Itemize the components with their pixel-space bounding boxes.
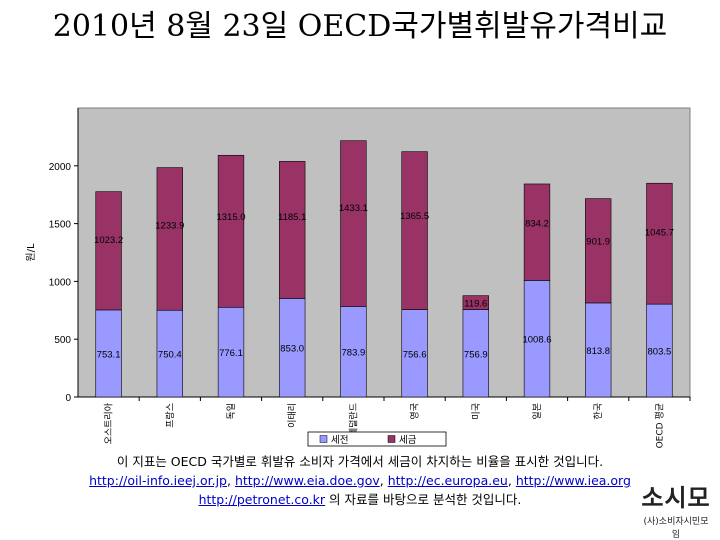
source-link-eia[interactable]: http://www.eia.doe.gov: [234, 473, 380, 488]
bar-pretax: [156, 309, 183, 398]
data-label-tax: 1315.0: [216, 212, 245, 223]
data-label-tax: 1185.1: [278, 212, 306, 223]
bar-tax: [95, 191, 122, 311]
data-label-tax: 834.2: [525, 219, 549, 230]
data-label-tax: 1023.2: [94, 235, 123, 246]
source-link-iea[interactable]: http://www.iea.org: [515, 473, 631, 488]
x-tick-label: 독일: [226, 403, 237, 420]
bar-tax: [646, 182, 673, 305]
x-tick-label: OECD 평균: [654, 403, 665, 448]
x-tick-label: 영국: [410, 403, 421, 420]
y-tick-label: 1000: [49, 277, 72, 288]
x-tick-label: 이태리: [287, 403, 298, 428]
source-link-ieej[interactable]: http://oil-info.ieej.or.jp: [89, 473, 227, 488]
y-tick-label: 500: [54, 335, 71, 346]
x-tick-label: 한국: [593, 403, 604, 420]
x-tick-label: 미국: [471, 403, 482, 420]
caption: 이 지표는 OECD 국가별로 휘발유 소비자 가격에서 세금이 차지하는 비율…: [40, 452, 680, 509]
bar-pretax: [401, 309, 428, 398]
bar-tax: [462, 295, 489, 310]
caption-tail: 의 자료를 바탕으로 분석한 것입니다.: [325, 492, 522, 507]
x-tick-label: 일본: [532, 403, 543, 420]
bar-tax: [401, 151, 428, 310]
data-label-pretax: 813.8: [586, 346, 610, 357]
stacked-bar-chart: 0 500 1000 1500 2000 원/L 753.1 1023.2 오스트리아 750.4…: [25, 107, 691, 448]
logo-mark: 소시모: [641, 484, 711, 512]
link-separator: ,: [227, 473, 235, 488]
caption-line3: http://petronet.co.kr 의 자료를 바탕으로 분석한 것입니…: [40, 490, 680, 509]
bar-tax: [279, 161, 306, 299]
data-label-pretax: 750.4: [158, 350, 182, 361]
bar-tax: [340, 140, 367, 307]
legend-swatch: [387, 435, 396, 443]
data-label-tax: 1233.9: [155, 221, 184, 232]
data-label-tax: 1433.1: [339, 203, 368, 214]
y-axis-label: 원/L: [25, 243, 37, 262]
bar-pretax: [646, 303, 673, 398]
y-tick-label: 2000: [49, 162, 72, 173]
y-tick-label: 1500: [49, 220, 72, 231]
source-link-petronet[interactable]: http://petronet.co.kr: [198, 492, 326, 507]
x-tick-label: 오스트리아: [104, 402, 115, 444]
data-label-pretax: 783.9: [342, 348, 366, 359]
legend-label: 세전: [331, 435, 348, 446]
bar-tax: [523, 183, 551, 281]
legend: [307, 431, 447, 447]
data-label-pretax: 1008.6: [522, 335, 551, 346]
consumer-org-logo: 소시모 (사)소비자시민모임: [640, 478, 712, 540]
bar-tax: [156, 167, 183, 311]
x-tick-label: 네덜란드: [347, 403, 359, 436]
bar-tax: [217, 154, 245, 308]
bar-pretax: [523, 280, 551, 398]
bar-pretax: [462, 309, 489, 398]
data-label-pretax: 853.0: [280, 344, 304, 355]
data-label-pretax: 756.9: [464, 349, 488, 360]
source-link-europa[interactable]: http://ec.europa.eu: [387, 473, 508, 488]
bar-pretax: [279, 298, 306, 398]
data-label-pretax: 756.6: [403, 349, 427, 360]
data-label-pretax: 803.5: [648, 347, 672, 358]
data-label-tax: 119.6: [464, 299, 487, 310]
x-tick-label: 프랑스: [164, 403, 176, 428]
data-label-pretax: 753.1: [97, 349, 121, 360]
data-label-pretax: 776.1: [219, 348, 243, 359]
bar-pretax: [95, 309, 122, 398]
data-label-tax: 1045.7: [645, 228, 674, 239]
bar-pretax: [585, 302, 612, 398]
data-label-tax: 901.9: [586, 236, 610, 247]
caption-links-line: http://oil-info.ieej.or.jp, http://www.e…: [40, 471, 680, 490]
link-separator: ,: [379, 473, 388, 488]
y-tick-label: 0: [65, 393, 71, 404]
logo-subtitle: (사)소비자시민모임: [643, 517, 709, 540]
caption-line1: 이 지표는 OECD 국가별로 휘발유 소비자 가격에서 세금이 차지하는 비율…: [116, 454, 604, 469]
data-label-tax: 1365.5: [400, 211, 429, 222]
page-title: 2010년 8월 23일 OECD국가별휘발유가격비교: [52, 10, 668, 44]
legend-swatch: [319, 435, 328, 443]
link-separator: ,: [507, 473, 516, 488]
legend-label: 세금: [399, 435, 417, 446]
bar-tax: [585, 198, 612, 304]
bar-pretax: [217, 306, 245, 398]
